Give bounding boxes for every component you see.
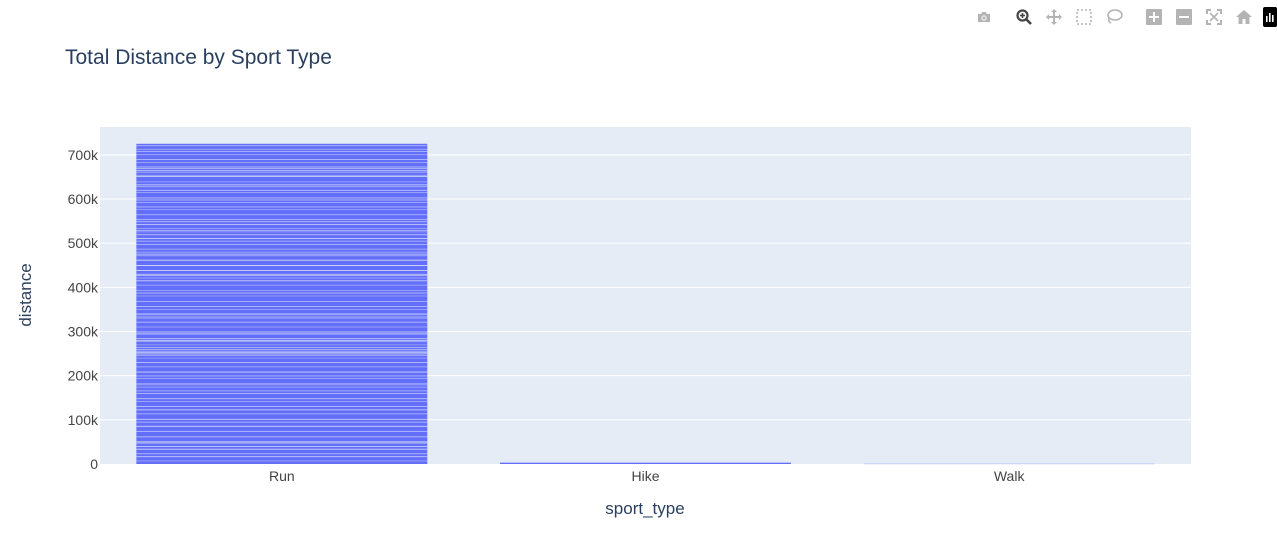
bars-layer <box>136 143 1155 465</box>
y-axis-ticks: 0 100k 200k 300k 400k 500k 600k 700k <box>68 147 99 472</box>
y-tick-label: 0 <box>90 456 98 472</box>
box-select-icon[interactable] <box>1073 6 1095 28</box>
pan-icon[interactable] <box>1043 6 1065 28</box>
bar-run[interactable] <box>136 143 428 464</box>
y-tick-label: 200k <box>68 368 99 384</box>
y-tick-label: 700k <box>68 147 99 163</box>
zoom-in-icon[interactable] <box>1143 6 1165 28</box>
x-tick-label: Walk <box>994 468 1026 484</box>
y-tick-label: 600k <box>68 191 99 207</box>
plotly-logo-icon[interactable] <box>1263 7 1277 27</box>
y-tick-label: 400k <box>68 279 99 295</box>
bar-hike[interactable] <box>500 462 791 464</box>
x-tick-label: Hike <box>631 468 659 484</box>
modebar <box>965 6 1277 28</box>
x-axis-title: sport_type <box>605 499 684 518</box>
x-tick-label: Run <box>269 468 295 484</box>
y-axis-title: distance <box>16 263 35 326</box>
lasso-select-icon[interactable] <box>1103 6 1125 28</box>
camera-icon[interactable] <box>973 6 995 28</box>
bar-walk[interactable] <box>863 463 1155 465</box>
reset-axes-icon[interactable] <box>1233 6 1255 28</box>
autoscale-icon[interactable] <box>1203 6 1225 28</box>
y-tick-label: 300k <box>68 323 99 339</box>
zoom-out-icon[interactable] <box>1173 6 1195 28</box>
x-axis-ticks: Run Hike Walk <box>269 468 1025 484</box>
chart-title: Total Distance by Sport Type <box>65 46 332 69</box>
y-tick-label: 500k <box>68 235 99 251</box>
zoom-icon[interactable] <box>1013 6 1035 28</box>
y-tick-label: 100k <box>68 412 99 428</box>
